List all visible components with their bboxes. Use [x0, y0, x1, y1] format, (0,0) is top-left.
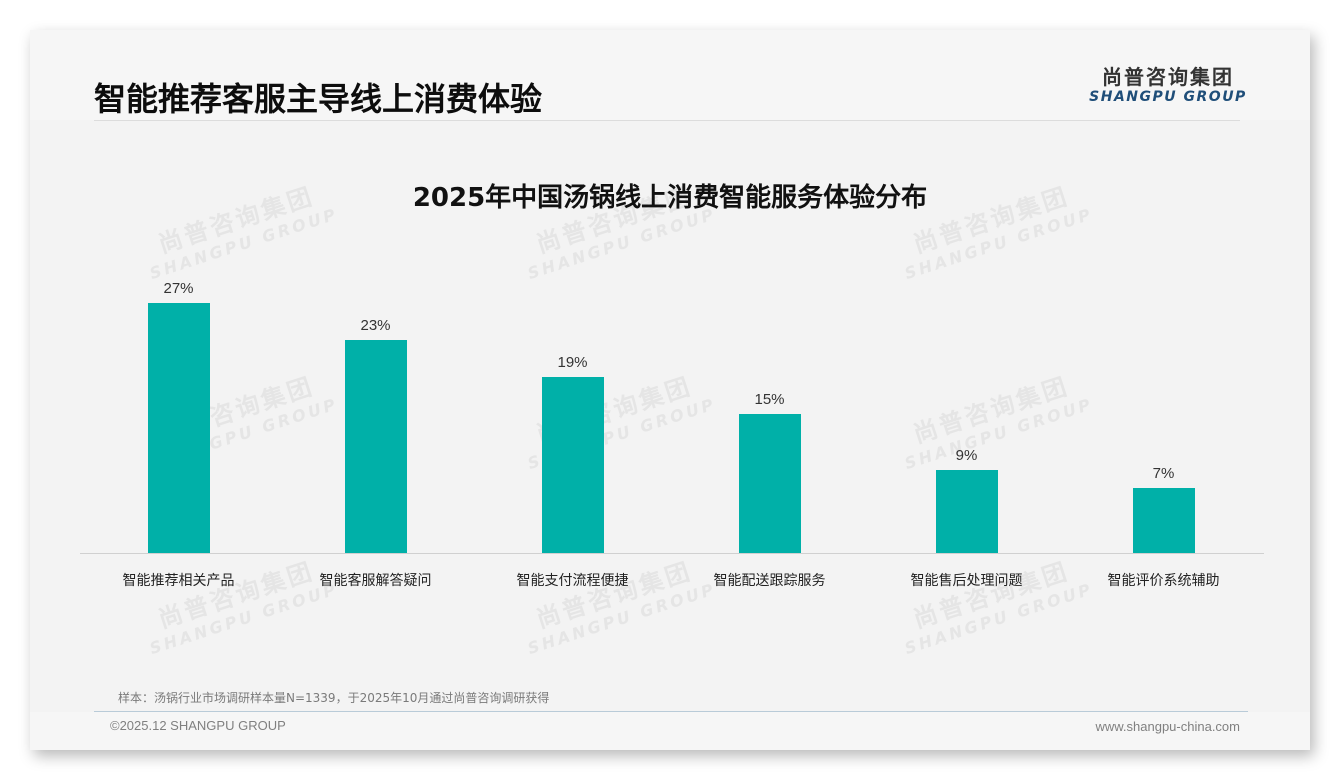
- x-axis-category-label: 智能客服解答疑问: [319, 573, 432, 589]
- bar[interactable]: [936, 470, 998, 553]
- copyright-text: ©2025.12 SHANGPU GROUP: [110, 718, 286, 733]
- x-axis-category-label: 智能配送跟踪服务: [713, 573, 826, 589]
- bar-chart-plot: 27% 23% 19% 15% 9% 7%: [80, 280, 1264, 554]
- bar-value-label: 23%: [360, 317, 391, 334]
- bar[interactable]: [1133, 488, 1195, 553]
- bar-value-label: 27%: [163, 280, 194, 297]
- bar-group: 23%: [277, 279, 474, 553]
- company-logo: 尚普咨询集团 SHANGPU GROUP: [1088, 65, 1248, 105]
- bar-value-label: 15%: [754, 391, 785, 408]
- header-band: [30, 30, 1310, 120]
- page-title: 智能推荐客服主导线上消费体验: [94, 80, 543, 118]
- x-axis-category-label: 智能评价系统辅助: [1107, 573, 1220, 589]
- footer-band: [30, 712, 1310, 750]
- bar[interactable]: [542, 377, 604, 553]
- x-axis-category-label: 智能推荐相关产品: [122, 573, 235, 589]
- x-axis-category-label: 智能售后处理问题: [910, 573, 1023, 589]
- slide: 智能推荐客服主导线上消费体验 尚普咨询集团 SHANGPU GROUP 尚普咨询…: [30, 30, 1310, 750]
- bar-group: 7%: [1065, 279, 1262, 553]
- bar-group: 19%: [474, 279, 671, 553]
- x-axis-category-label: 智能支付流程便捷: [516, 573, 629, 589]
- logo-en-text: SHANGPU GROUP: [1089, 89, 1247, 105]
- bar-value-label: 9%: [955, 447, 978, 464]
- x-axis-line: [80, 553, 1264, 554]
- bar-group: 15%: [671, 279, 868, 553]
- bar-group: 9%: [868, 279, 1065, 553]
- watermark: 尚普咨询集团 SHANGPU GROUP: [147, 556, 341, 659]
- bar-value-label: 19%: [557, 354, 588, 371]
- footer-divider: [94, 711, 1248, 712]
- bar-group: 27%: [80, 279, 277, 553]
- watermark: 尚普咨询集团 SHANGPU GROUP: [902, 556, 1096, 659]
- website-link[interactable]: www.shangpu-china.com: [1095, 719, 1240, 734]
- header-divider: [94, 120, 1240, 121]
- bar-value-label: 7%: [1152, 465, 1175, 482]
- watermark: 尚普咨询集团 SHANGPU GROUP: [525, 556, 719, 659]
- bar[interactable]: [739, 414, 801, 553]
- logo-cn-text: 尚普咨询集团: [1102, 65, 1234, 89]
- sample-note: 样本：汤锅行业市场调研样本量N=1339，于2025年10月通过尚普咨询调研获得: [118, 691, 550, 705]
- bar[interactable]: [345, 340, 407, 553]
- bar[interactable]: [148, 303, 210, 553]
- chart-title: 2025年中国汤锅线上消费智能服务体验分布: [412, 183, 928, 213]
